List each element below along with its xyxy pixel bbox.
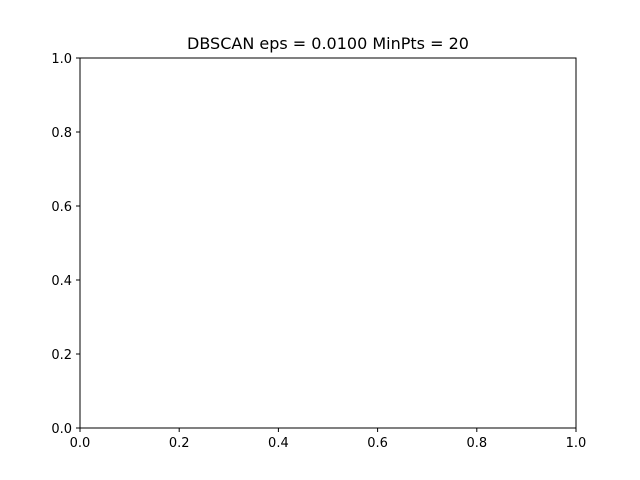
y-tick-label: 0.6 [51, 200, 72, 215]
y-tick-label: 1.0 [51, 52, 72, 67]
chart-title: DBSCAN eps = 0.0100 MinPts = 20 [187, 34, 469, 53]
y-axis: 0.0 0.2 0.4 0.6 0.8 1.0 [51, 52, 80, 437]
x-tick-label: 0.0 [70, 436, 91, 451]
x-tick-label: 1.0 [566, 436, 587, 451]
x-tick-label: 0.8 [466, 436, 487, 451]
y-tick-label: 0.0 [51, 422, 72, 437]
plot-area [79, 57, 577, 429]
y-tick-label: 0.4 [51, 274, 72, 289]
x-axis: 0.0 0.2 0.4 0.6 0.8 1.0 [70, 428, 587, 451]
y-tick-label: 0.2 [51, 348, 72, 363]
x-tick-label: 0.2 [169, 436, 190, 451]
x-tick-label: 0.6 [367, 436, 388, 451]
x-tick-label: 0.4 [268, 436, 289, 451]
y-tick-label: 0.8 [51, 126, 72, 141]
